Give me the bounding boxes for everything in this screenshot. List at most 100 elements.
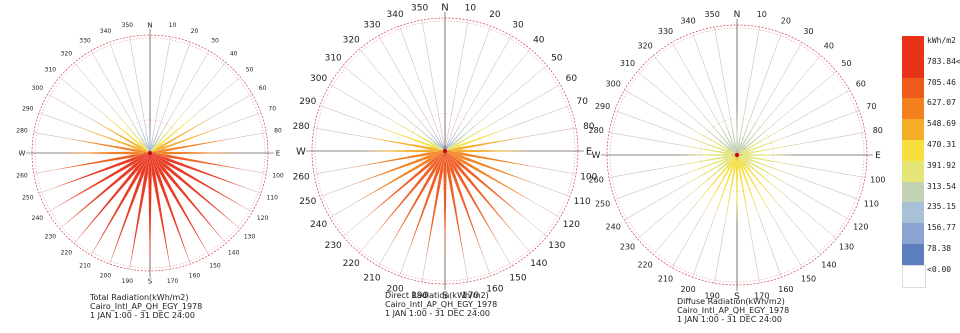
petal-90 [737, 154, 799, 156]
petal-350 [443, 142, 445, 151]
direction-label: 30 [512, 21, 524, 31]
radiation-roses: 1020304050607080100110120130140150160170… [16, 3, 885, 325]
direction-label: 340 [100, 28, 112, 35]
spoke-line [421, 19, 446, 152]
petal-40 [737, 113, 772, 155]
direction-label: 60 [856, 79, 866, 88]
direction-label: 70 [268, 106, 276, 113]
direction-label: 280 [16, 128, 28, 135]
direction-label: 340 [680, 16, 695, 25]
legend-label: 156.77 [927, 223, 956, 233]
petal-270 [675, 154, 737, 156]
chart-title: Direct Radiation(kWh/m2) [385, 291, 489, 300]
legend-swatch [902, 202, 924, 224]
petal-50 [150, 111, 200, 153]
petal-300 [388, 118, 445, 151]
compass-west: W [592, 151, 601, 161]
chart-location: Cairo_Intl_AP_QH_EGY_1978 [385, 300, 497, 309]
color-legend: kWh/m2 783.84<= 705.46 627.07 548.69 470.31 39… [902, 36, 960, 288]
direction-label: 140 [228, 250, 240, 257]
petal-80 [737, 144, 797, 155]
petal-350 [144, 119, 150, 153]
petal-170 [150, 153, 171, 270]
petal-160 [737, 155, 762, 222]
direction-label: 10 [465, 3, 477, 13]
petal-220 [75, 153, 150, 242]
petal-40 [445, 117, 474, 151]
compass-north: N [441, 3, 448, 14]
direction-label: 110 [266, 195, 278, 202]
legend-label: 313.54 [927, 181, 956, 191]
legend-label: 783.84<= [927, 56, 960, 66]
direction-label: 120 [563, 220, 580, 230]
petal-330 [125, 110, 150, 153]
direction-label: 110 [864, 200, 879, 209]
petal-100 [445, 151, 536, 167]
direction-label: 200 [100, 272, 112, 279]
petal-30 [737, 109, 764, 155]
direction-label: 170 [754, 292, 769, 301]
direction-label: 280 [293, 122, 310, 132]
legend-swatch [902, 119, 924, 140]
legend-item: 470.31 [902, 139, 960, 161]
petal-120 [445, 151, 534, 203]
direction-label: 70 [576, 97, 588, 107]
petal-260 [354, 151, 445, 167]
direction-label: 150 [509, 274, 526, 284]
direction-label: 290 [595, 102, 610, 111]
petal-90 [150, 151, 241, 155]
legend-item: 235.15 [902, 202, 960, 224]
petal-120 [737, 155, 794, 188]
compass-north: N [734, 10, 741, 20]
direction-label: 60 [566, 74, 578, 84]
petal-240 [55, 153, 150, 208]
chart-title: Total Radiation(kWh/m2) [89, 293, 188, 302]
direction-label: 200 [387, 284, 404, 294]
petal-310 [694, 119, 737, 155]
direction-label: 350 [705, 10, 720, 19]
petal-60 [445, 118, 502, 151]
petal-140 [150, 153, 225, 242]
direction-label: 230 [325, 241, 342, 251]
legend-item: 156.77 [902, 223, 960, 244]
compass-east: E [875, 151, 881, 161]
petal-190 [129, 153, 150, 270]
petal-110 [445, 151, 538, 185]
direction-label: 120 [853, 222, 868, 231]
center-dot [148, 151, 152, 155]
legend-label: kWh/m2 [927, 36, 956, 45]
direction-label: 210 [79, 263, 91, 270]
direction-label: 70 [866, 102, 876, 111]
compass-south: S [734, 292, 740, 302]
direction-label: 220 [61, 250, 73, 257]
petal-40 [150, 109, 187, 153]
petal-160 [150, 153, 191, 264]
petal-90 [445, 149, 532, 153]
petal-320 [416, 117, 445, 151]
direction-label: 100 [272, 173, 284, 180]
direction-label: 160 [778, 285, 793, 294]
petal-60 [150, 116, 213, 153]
petal-270 [358, 149, 445, 153]
direction-label: 230 [620, 243, 635, 252]
direction-label: 210 [363, 274, 380, 284]
direction-label: 240 [32, 215, 44, 222]
direction-label: 290 [22, 106, 34, 113]
direction-label: 260 [293, 173, 310, 183]
direction-label: 330 [363, 21, 380, 31]
petal-240 [680, 155, 737, 188]
petal-230 [364, 151, 445, 219]
petal-250 [52, 153, 150, 189]
center-dot [443, 149, 447, 153]
direction-label: 80 [873, 126, 883, 135]
petal-200 [712, 155, 737, 222]
chart-title: Diffuse Radiation(kWh/m2) [677, 297, 785, 306]
direction-label: 20 [489, 10, 501, 20]
legend-label: 705.46 [927, 77, 956, 87]
petal-180 [148, 153, 152, 271]
petal-100 [150, 153, 246, 170]
petal-340 [439, 135, 445, 151]
petal-10 [445, 142, 447, 151]
direction-label: 40 [824, 41, 834, 50]
petal-210 [702, 155, 737, 216]
